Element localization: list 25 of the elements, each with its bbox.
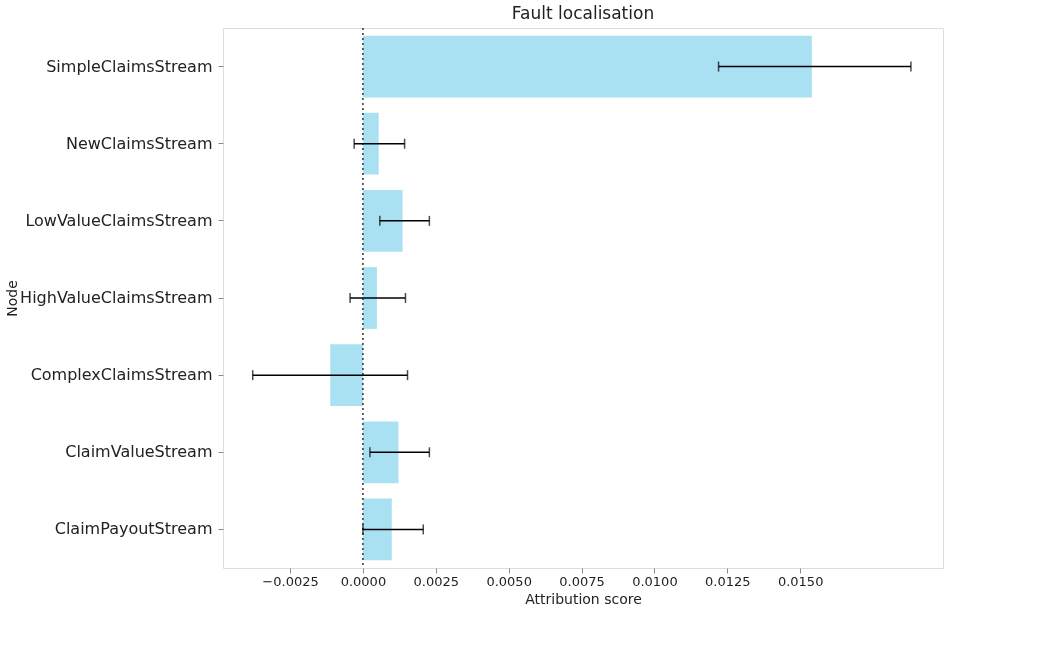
chart-title: Fault localisation — [511, 3, 655, 24]
x-tick-label: 0.0050 — [486, 573, 532, 589]
y-tick-label: NewClaimsStream — [65, 133, 213, 153]
x-tick-label: 0.0075 — [559, 573, 605, 589]
x-tick-label: 0.0000 — [340, 573, 387, 589]
bar — [362, 421, 399, 484]
x-tick-label: 0.0100 — [632, 573, 678, 589]
y-axis-title: Node — [3, 280, 20, 317]
y-tick-label: LowValueClaimsStream — [25, 210, 213, 230]
y-tick-label: ClaimPayoutStream — [54, 519, 213, 539]
bar — [362, 35, 812, 98]
bar — [362, 498, 392, 561]
x-axis-title: Attribution score — [525, 590, 642, 607]
y-tick-label: HighValueClaimsStream — [20, 288, 213, 307]
y-tick-label: ComplexClaimsStream — [30, 365, 213, 385]
x-tick-label: 0.0150 — [777, 573, 824, 589]
bar — [362, 190, 403, 252]
bar — [362, 267, 377, 329]
x-tick-label: −0.0025 — [262, 573, 319, 589]
x-tick-label: 0.0125 — [705, 573, 751, 589]
bar — [330, 344, 363, 406]
bar — [362, 112, 379, 175]
x-tick-label: 0.0025 — [413, 573, 460, 589]
y-tick-label: SimpleClaimsStream — [46, 56, 213, 76]
y-tick-label: ClaimValueStream — [65, 442, 213, 462]
